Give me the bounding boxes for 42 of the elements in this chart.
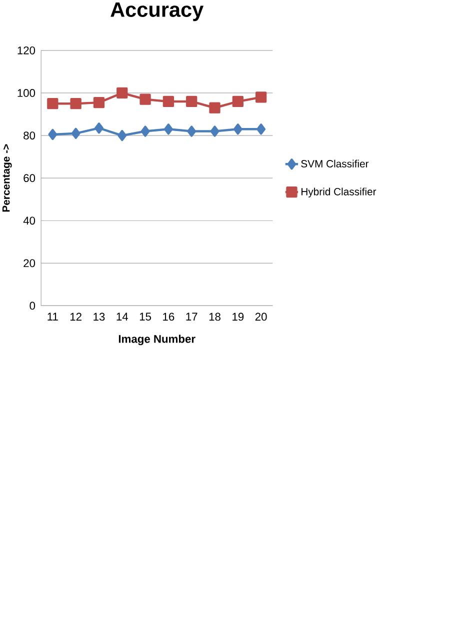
x-tick-label: 14: [116, 312, 128, 320]
point: [140, 126, 150, 137]
x-tick-label: 15: [140, 312, 152, 321]
point: [70, 98, 82, 110]
x-tick-label: 20: [256, 312, 267, 321]
y-tick-label: 20: [24, 259, 36, 268]
point: [209, 102, 220, 114]
point: [256, 124, 266, 135]
y-tick-label: 80: [24, 132, 36, 140]
x-tick-label: 18: [210, 312, 221, 321]
point: [72, 128, 80, 139]
point: [48, 128, 58, 140]
point: [163, 96, 174, 108]
y-tick-label: 0: [30, 302, 36, 310]
point: [232, 96, 244, 108]
y-tick-label: 60: [24, 174, 36, 182]
point: [94, 122, 104, 134]
legend-label: Hybrid Classifier: [302, 188, 376, 198]
point: [164, 124, 174, 135]
point: [47, 98, 58, 110]
x-tick-label: 19: [232, 312, 244, 321]
x-axis-title: Image Number: [119, 334, 196, 346]
legend-label: SVM Classifier: [301, 160, 369, 168]
y-tick-label: 100: [18, 89, 36, 97]
point: [187, 126, 196, 137]
point: [210, 126, 220, 137]
x-tick-label: 17: [186, 312, 198, 320]
chart-title: Accuracy: [110, 2, 204, 22]
point: [118, 130, 127, 142]
point: [234, 124, 242, 135]
x-tick-label: 12: [70, 312, 82, 321]
x-tick-label: 16: [163, 312, 174, 321]
point: [256, 92, 267, 103]
point: [140, 94, 151, 105]
x-tick-label: 13: [94, 312, 105, 321]
point: [94, 96, 105, 108]
point: [186, 96, 198, 108]
y-tick-label: 120: [18, 46, 36, 54]
point: [116, 87, 128, 99]
y-tick-label: 40: [24, 216, 36, 225]
y-axis-title: Percentage ->: [2, 144, 12, 212]
x-tick-label: 11: [48, 312, 58, 320]
